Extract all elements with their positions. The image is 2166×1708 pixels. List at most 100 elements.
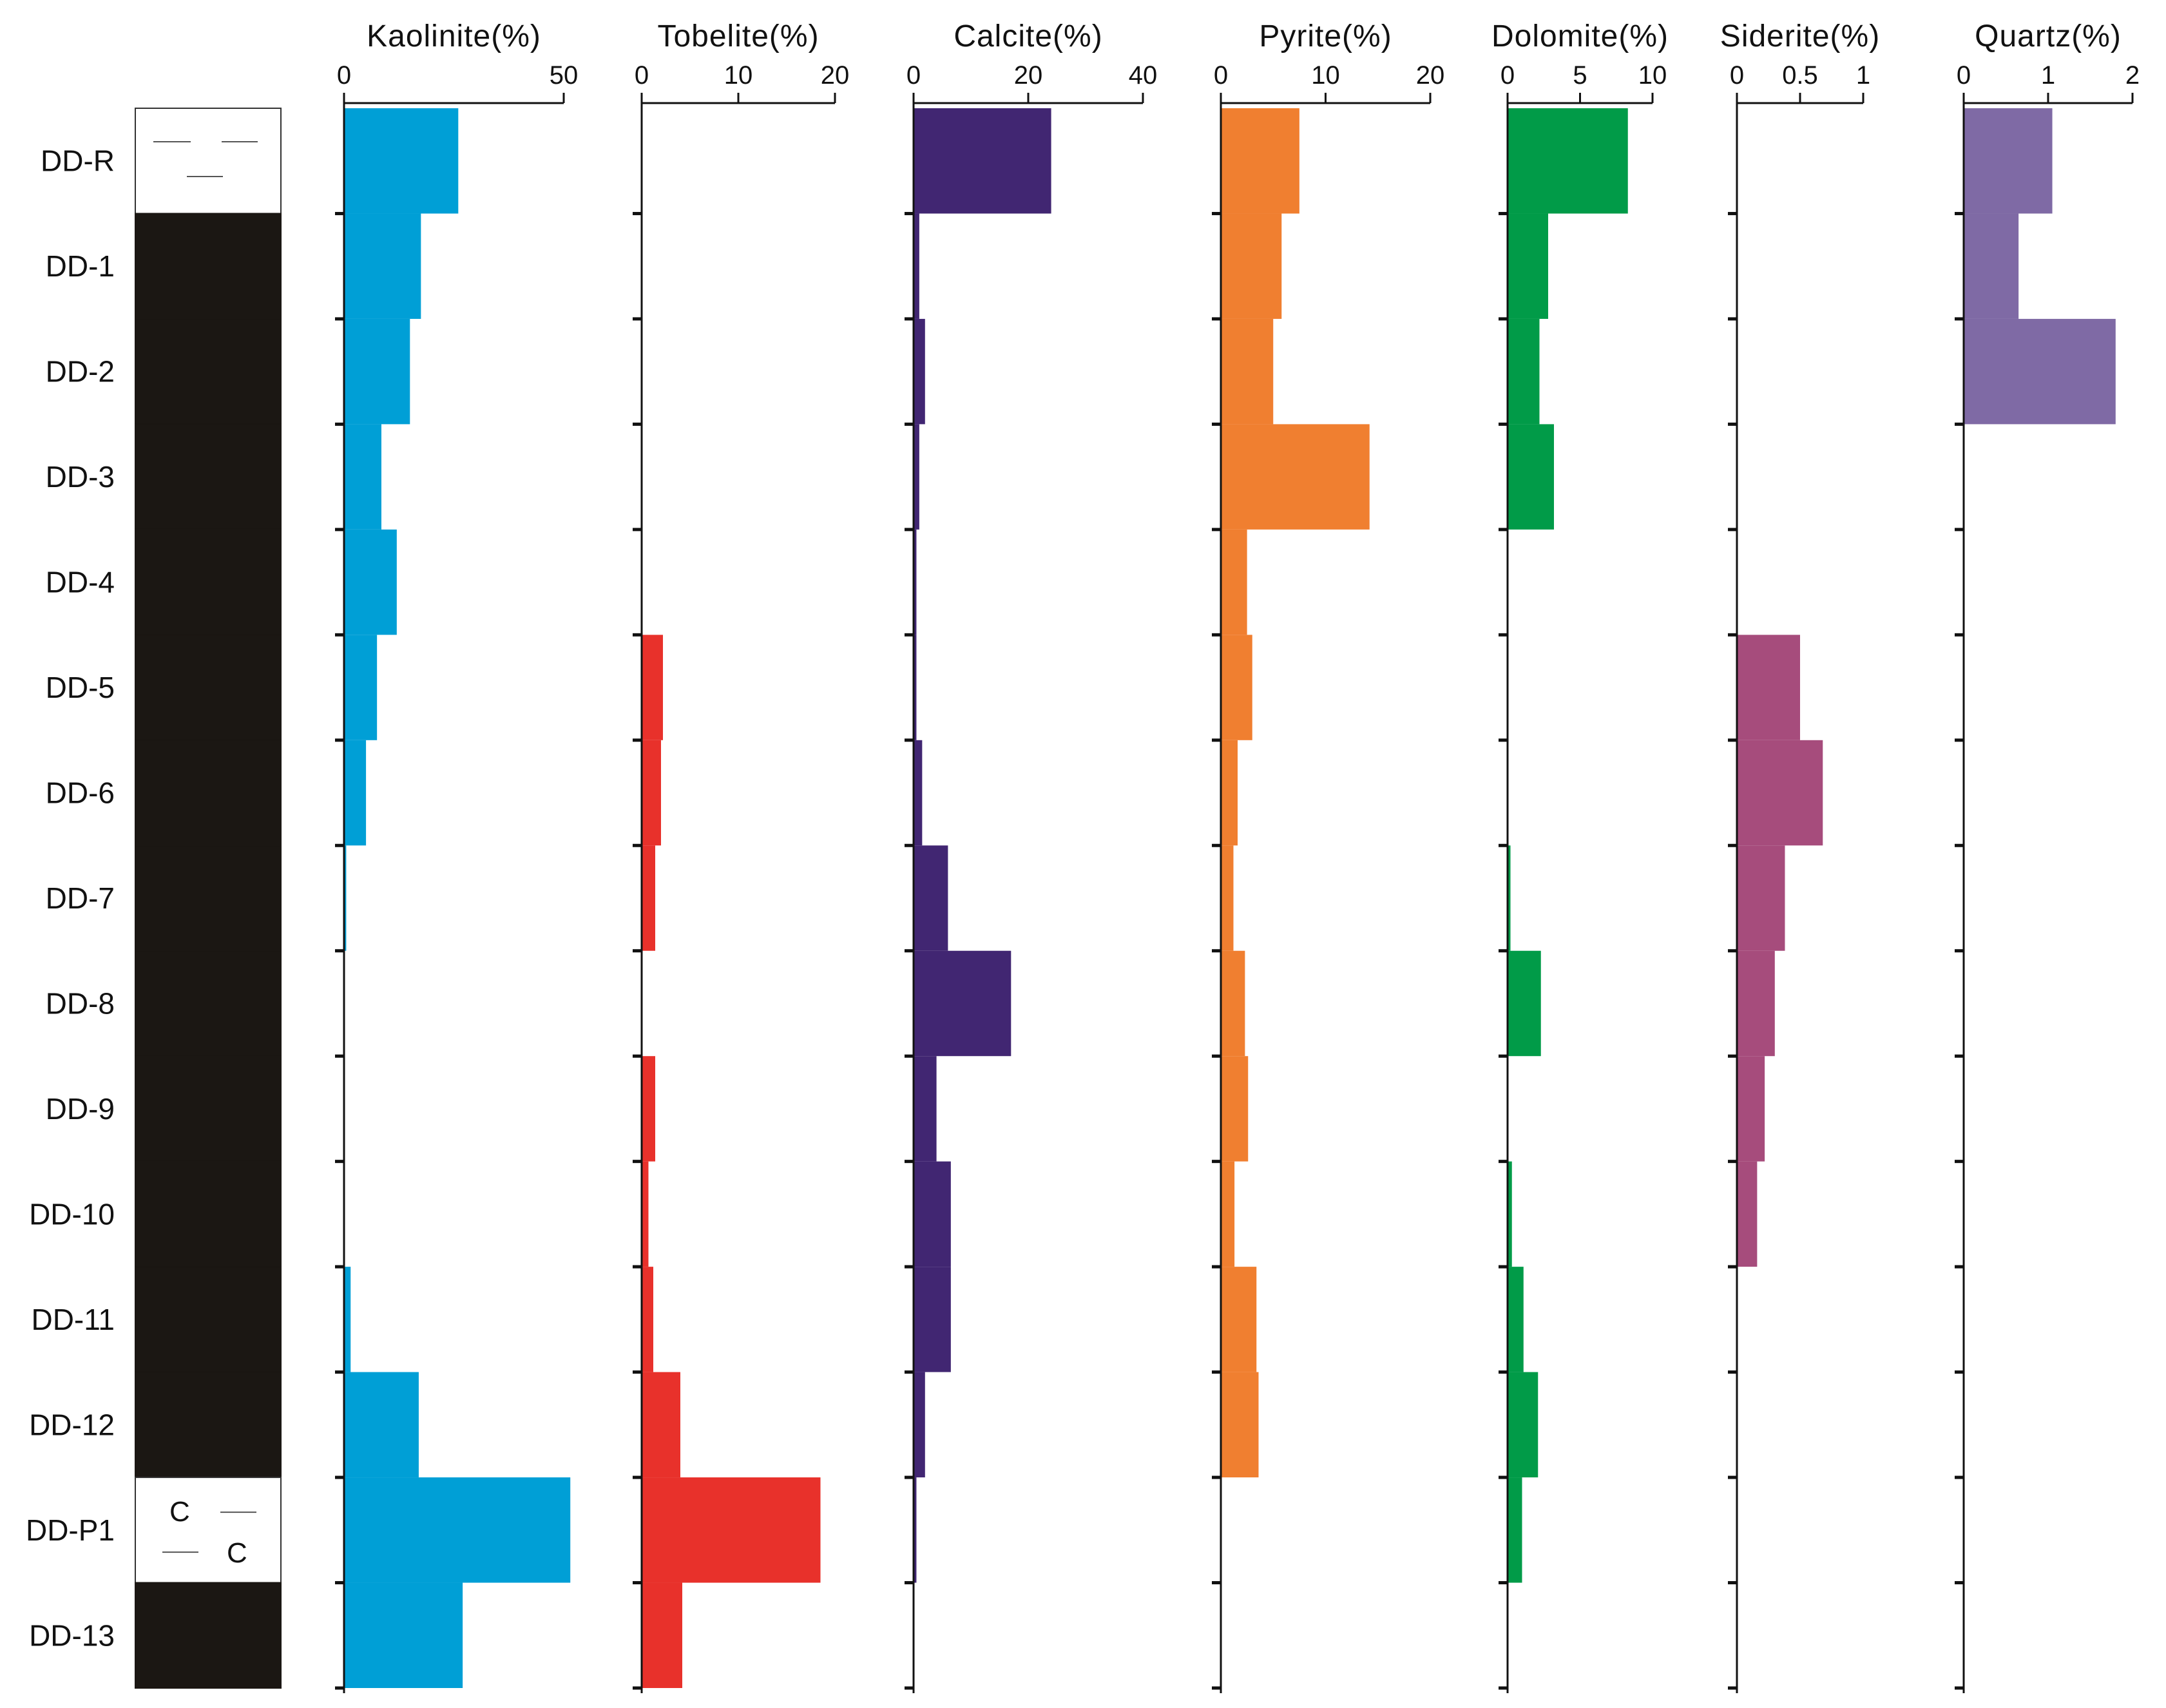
sample-label-dd-7: DD-7 bbox=[46, 881, 115, 915]
sample-label-dd-9: DD-9 bbox=[46, 1092, 115, 1126]
mudstone-pattern bbox=[153, 141, 258, 177]
sample-label-dd-4: DD-4 bbox=[46, 566, 115, 599]
tobelite-bar-dd-5 bbox=[642, 635, 663, 740]
pyrite-bar-dd-10 bbox=[1221, 1161, 1235, 1267]
kaolinite-tick-label: 50 bbox=[550, 61, 579, 90]
pyrite-bar-dd-5 bbox=[1221, 635, 1252, 740]
sample-label-dd-p1: DD-P1 bbox=[26, 1513, 115, 1547]
tobelite-tick-label: 20 bbox=[821, 61, 850, 90]
lithology-cell-dd-4 bbox=[135, 528, 282, 636]
pyrite-bar-dd-6 bbox=[1221, 740, 1238, 846]
lithology-cell-dd-3 bbox=[135, 423, 282, 530]
calcite-bar-dd-12 bbox=[914, 1372, 925, 1478]
lithology-cell-dd-10 bbox=[135, 1160, 282, 1268]
siderite-tick-label: 0.5 bbox=[1782, 61, 1818, 90]
calcite-bar-dd-11 bbox=[914, 1267, 951, 1372]
kaolinite-bar-dd-1 bbox=[344, 213, 421, 319]
panel-pyrite: 0 10 20 Pyrite(%) bbox=[1212, 19, 1444, 1693]
siderite-bar-dd-8 bbox=[1737, 950, 1775, 1057]
tobelite-bar-dd-10 bbox=[642, 1161, 649, 1267]
kaolinite-bar-dd-3 bbox=[344, 424, 381, 530]
dolomite-bar-dd-10 bbox=[1508, 1161, 1512, 1267]
lithology-cell-dd-2 bbox=[135, 318, 282, 425]
panel-calcite: 0 20 40 Calcite(%) bbox=[905, 19, 1157, 1693]
dolomite-tick-label: 10 bbox=[1638, 61, 1667, 90]
calcite-bar-dd-r bbox=[914, 108, 1051, 214]
lithology-cell-dd-r bbox=[135, 108, 282, 215]
lithology-column: CC bbox=[135, 108, 282, 1689]
dolomite-bar-dd-12 bbox=[1508, 1372, 1538, 1478]
sample-label-dd-12: DD-12 bbox=[29, 1408, 115, 1441]
dolomite-bar-dd-p1 bbox=[1508, 1477, 1522, 1583]
kaolinite-bar-dd-11 bbox=[344, 1267, 351, 1372]
kaolinite-bar-dd-5 bbox=[344, 635, 378, 740]
sample-label-dd-10: DD-10 bbox=[29, 1197, 115, 1231]
pyrite-bar-dd-9 bbox=[1221, 1056, 1249, 1162]
sample-label-dd-6: DD-6 bbox=[46, 776, 115, 810]
sample-label-dd-2: DD-2 bbox=[46, 355, 115, 389]
sample-labels: DD-R DD-1 DD-2 DD-3 DD-4 DD-5 DD-6 DD-7 DD-8 DD-9… bbox=[26, 144, 115, 1653]
quartz-tick-label: 2 bbox=[2125, 61, 2140, 90]
kaolinite-tick-label: 0 bbox=[337, 61, 351, 90]
calcite-bar-dd-3 bbox=[914, 424, 919, 530]
carbonaceous-pattern: CC bbox=[162, 1496, 256, 1569]
kaolinite-bar-dd-13 bbox=[344, 1582, 463, 1688]
kaolinite-bar-dd-12 bbox=[344, 1372, 419, 1478]
kaolinite-bar-dd-7 bbox=[344, 845, 347, 951]
calcite-bar-dd-10 bbox=[914, 1161, 951, 1267]
siderite-bar-dd-6 bbox=[1737, 740, 1823, 846]
calcite-bar-dd-4 bbox=[914, 529, 917, 635]
dolomite-tick-label: 0 bbox=[1500, 61, 1515, 90]
dolomite-bar-dd-1 bbox=[1508, 213, 1548, 319]
calcite-bar-dd-p1 bbox=[914, 1477, 917, 1583]
dolomite-bar-dd-r bbox=[1508, 108, 1628, 214]
lithology-cell-dd-6 bbox=[135, 739, 282, 847]
calcite-title: Calcite(%) bbox=[954, 19, 1102, 53]
kaolinite-bar-dd-p1 bbox=[344, 1477, 571, 1583]
pyrite-title: Pyrite(%) bbox=[1259, 19, 1392, 53]
kaolinite-title: Kaolinite(%) bbox=[367, 19, 541, 53]
pyrite-bar-dd-4 bbox=[1221, 529, 1247, 635]
kaolinite-bar-dd-4 bbox=[344, 529, 397, 635]
pyrite-bar-dd-r bbox=[1221, 108, 1299, 214]
pyrite-bar-dd-7 bbox=[1221, 845, 1234, 951]
tobelite-bar-dd-12 bbox=[642, 1372, 680, 1478]
lithology-cell-dd-12 bbox=[135, 1371, 282, 1479]
pyrite-bar-dd-8 bbox=[1221, 950, 1245, 1057]
quartz-bar-dd-1 bbox=[1964, 213, 2019, 319]
tobelite-tick-label: 0 bbox=[635, 61, 649, 90]
carbonaceous-symbol: C bbox=[227, 1537, 247, 1569]
quartz-bar-dd-r bbox=[1964, 108, 2053, 214]
dolomite-title: Dolomite(%) bbox=[1491, 19, 1669, 53]
quartz-tick-label: 0 bbox=[1957, 61, 1971, 90]
dolomite-bar-dd-3 bbox=[1508, 424, 1554, 530]
sample-label-dd-r: DD-R bbox=[41, 144, 115, 178]
siderite-tick-label: 1 bbox=[1856, 61, 1870, 90]
pyrite-bar-dd-12 bbox=[1221, 1372, 1259, 1478]
sample-label-dd-8: DD-8 bbox=[46, 986, 115, 1020]
quartz-title: Quartz(%) bbox=[1975, 19, 2122, 53]
quartz-bar-dd-2 bbox=[1964, 318, 2116, 425]
siderite-bar-dd-5 bbox=[1737, 635, 1800, 740]
siderite-tick-label: 0 bbox=[1730, 61, 1744, 90]
pyrite-bar-dd-11 bbox=[1221, 1267, 1257, 1372]
pyrite-bar-dd-3 bbox=[1221, 424, 1370, 530]
tobelite-tick-label: 10 bbox=[724, 61, 753, 90]
kaolinite-bar-dd-6 bbox=[344, 740, 367, 846]
quartz-tick-label: 1 bbox=[2041, 61, 2055, 90]
tobelite-bar-dd-9 bbox=[642, 1056, 655, 1162]
sample-label-dd-11: DD-11 bbox=[31, 1303, 115, 1336]
tobelite-bar-dd-p1 bbox=[642, 1477, 821, 1583]
calcite-bar-dd-8 bbox=[914, 950, 1011, 1057]
tobelite-bar-dd-11 bbox=[642, 1267, 653, 1372]
lithology-cell-dd-13 bbox=[135, 1582, 282, 1689]
siderite-bar-dd-9 bbox=[1737, 1056, 1765, 1162]
sample-label-dd-3: DD-3 bbox=[46, 460, 115, 494]
pyrite-bar-dd-1 bbox=[1221, 213, 1282, 319]
lithology-cell-dd-11 bbox=[135, 1266, 282, 1373]
tobelite-bar-dd-6 bbox=[642, 740, 661, 846]
